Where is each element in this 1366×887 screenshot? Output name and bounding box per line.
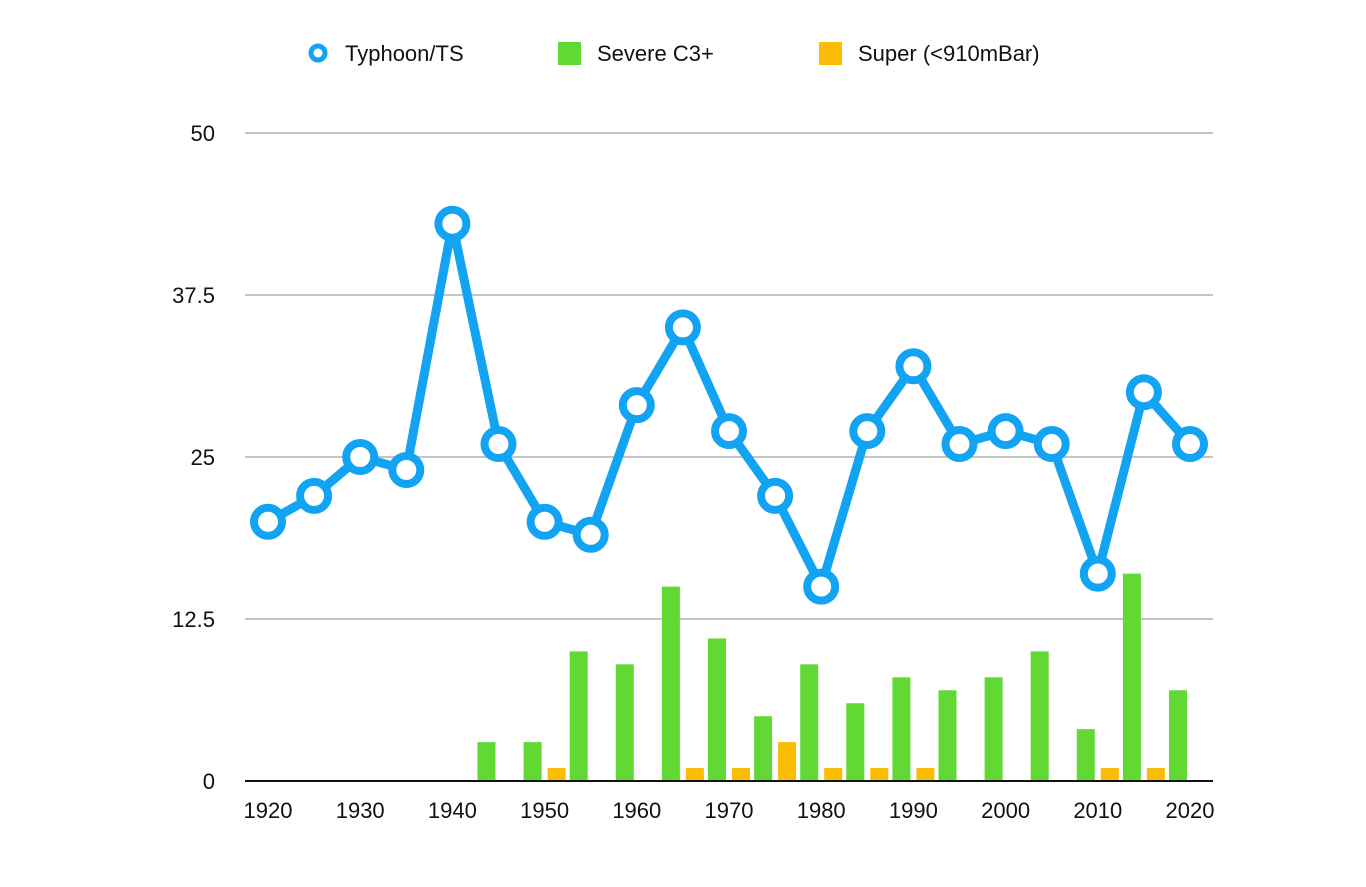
bar-severe-c3-1965	[661, 586, 680, 781]
point-typhoon-ts-1940	[434, 205, 471, 242]
point-typhoon-ts-1980	[803, 568, 840, 605]
x-axis-ticks: 1920 1930 1940 1950 1960 1970 1980 1990 2000 2010…	[244, 798, 1215, 823]
point-typhoon-ts-2000	[987, 413, 1024, 450]
point-typhoon-ts-2005	[1033, 426, 1070, 463]
bar-super-910mbar-1975	[778, 742, 797, 781]
point-typhoon-ts-1970	[711, 413, 747, 450]
x-tick-label: 1990	[889, 798, 938, 823]
bar-severe-c3-1990	[892, 677, 911, 781]
point-typhoon-ts-1945	[480, 426, 517, 463]
point-typhoon-ts-1930	[342, 439, 379, 475]
x-tick-label: 2010	[1073, 798, 1122, 823]
y-tick-label: 25	[191, 445, 215, 470]
point-typhoon-ts-2015	[1125, 374, 1162, 411]
bar-super-910mbar-2015	[1146, 768, 1165, 781]
legend-marker-severe-c3	[558, 42, 581, 65]
x-tick-label: 1920	[244, 798, 293, 823]
legend-marker-typhoon-ts	[308, 43, 328, 63]
gridlines	[245, 132, 1213, 620]
point-typhoon-ts-1995	[941, 426, 978, 463]
bar-severe-c3-2015	[1122, 573, 1141, 781]
bar-severe-c3-2020	[1169, 690, 1187, 781]
y-tick-label: 50	[191, 121, 215, 146]
legend: Typhoon/TS Severe C3+ Super (<910mBar)	[308, 41, 1040, 66]
line-series	[250, 205, 1208, 605]
bar-super-910mbar-2010	[1100, 768, 1119, 781]
y-tick-label: 12.5	[172, 607, 215, 632]
legend-label-typhoon-ts: Typhoon/TS	[345, 41, 464, 66]
point-typhoon-ts-1975	[757, 477, 794, 514]
bar-severe-c3-1995	[938, 690, 957, 781]
x-tick-label: 1980	[797, 798, 846, 823]
point-typhoon-ts-1990	[895, 348, 932, 385]
bar-severe-c3-1970	[708, 638, 726, 781]
bar-severe-c3-1980	[800, 664, 819, 781]
bar-severe-c3-1960	[615, 664, 634, 781]
x-tick-label: 1960	[612, 798, 661, 823]
bar-severe-c3-1950	[523, 742, 542, 781]
point-typhoon-ts-1960	[618, 387, 655, 424]
x-tick-label: 1950	[520, 798, 569, 823]
bar-severe-c3-1985	[846, 703, 865, 781]
bar-super-910mbar-1985	[870, 768, 889, 781]
bar-severe-c3-1945	[477, 742, 496, 781]
point-typhoon-ts-1950	[526, 503, 563, 540]
point-typhoon-ts-1935	[388, 451, 425, 488]
bar-severe-c3-2005	[1030, 651, 1049, 781]
x-tick-label: 1970	[705, 798, 754, 823]
bar-super-910mbar-1965	[685, 768, 704, 781]
bar-severe-c3-2010	[1076, 729, 1095, 781]
point-typhoon-ts-2020	[1172, 426, 1208, 463]
point-typhoon-ts-1925	[296, 477, 333, 514]
line-typhoon-ts	[263, 219, 1195, 592]
x-tick-label: 1940	[428, 798, 477, 823]
x-tick-label: 1930	[336, 798, 385, 823]
bar-super-910mbar-1980	[824, 768, 843, 781]
bar-super-910mbar-1990	[916, 768, 935, 781]
point-typhoon-ts-2010	[1079, 555, 1116, 592]
legend-marker-super-910mbar	[819, 42, 842, 65]
bar-severe-c3-2000	[984, 677, 1003, 781]
bar-severe-c3-1975	[754, 716, 773, 781]
y-tick-label: 0	[203, 769, 215, 794]
legend-label-super-910mbar: Super (<910mBar)	[858, 41, 1040, 66]
bar-severe-c3-1955	[569, 651, 588, 781]
bar-series	[477, 573, 1187, 781]
point-typhoon-ts-1985	[849, 413, 886, 450]
legend-label-severe-c3: Severe C3+	[597, 41, 714, 66]
bar-super-910mbar-1950	[547, 768, 566, 781]
point-typhoon-ts-1965	[664, 309, 701, 346]
y-axis-ticks: 0 12.5 25 37.5 50	[172, 121, 215, 794]
point-typhoon-ts-1955	[572, 516, 609, 553]
x-tick-label: 2020	[1166, 798, 1215, 823]
x-tick-label: 2000	[981, 798, 1030, 823]
y-tick-label: 37.5	[172, 283, 215, 308]
bar-super-910mbar-1970	[732, 768, 750, 781]
point-typhoon-ts-1920	[250, 503, 286, 540]
